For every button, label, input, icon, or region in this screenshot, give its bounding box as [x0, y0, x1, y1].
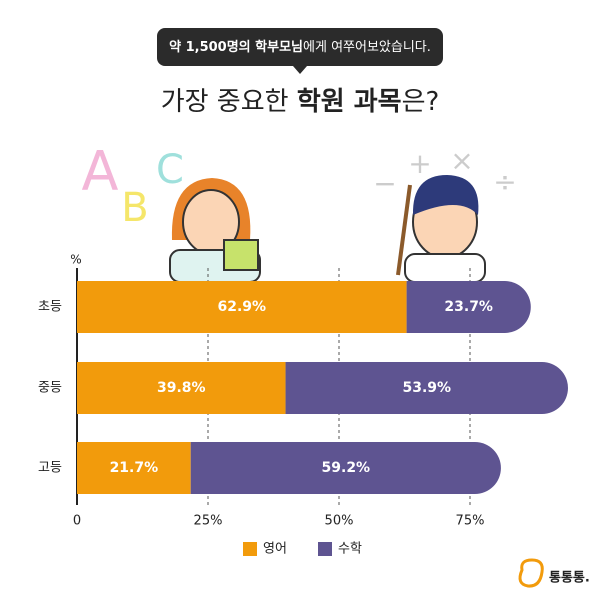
- chart-title: 가장 중요한 학원 과목은?: [161, 87, 440, 117]
- subtitle-bold: 약 1,500명의 학부모님: [169, 39, 303, 55]
- student-illustration: [396, 175, 486, 283]
- x-tick-label: 50%: [325, 514, 354, 529]
- decor-letter: C: [156, 147, 184, 193]
- bar: [285, 362, 568, 414]
- x-tick-label: 75%: [456, 514, 485, 529]
- y-tick-label: 중등: [38, 381, 62, 396]
- subtitle-bubble: [157, 28, 443, 66]
- axis-label: %: [70, 253, 81, 267]
- decor-symbol: ×: [450, 144, 473, 177]
- bar: [77, 442, 191, 494]
- data-label: 53.9%: [402, 380, 451, 396]
- subtitle: 약 1,500명의 학부모님에게 여쭈어보았습니다.: [169, 39, 431, 55]
- bubble-tail: [293, 66, 307, 74]
- x-tick-label: 25%: [194, 514, 223, 529]
- bar: [406, 281, 531, 333]
- title-bold: 학원 과목: [297, 87, 402, 117]
- x-tick-label: 0: [73, 514, 81, 529]
- legend-label: 수학: [338, 542, 362, 557]
- data-label: 62.9%: [218, 299, 267, 315]
- legend-swatch: [243, 542, 257, 556]
- data-label: 59.2%: [322, 460, 371, 476]
- logo: 통통통.: [549, 571, 590, 586]
- bar: [77, 281, 407, 333]
- data-label: 23.7%: [444, 299, 493, 315]
- legend-label: 영어: [263, 542, 287, 557]
- title-part: 은?: [402, 87, 440, 117]
- data-label: 21.7%: [110, 460, 159, 476]
- subtitle-rest: 에게 여쭈어보았습니다.: [303, 40, 431, 55]
- teacher-illustration: [169, 178, 261, 283]
- y-tick-label: 초등: [38, 300, 62, 315]
- data-label: 39.8%: [157, 380, 206, 396]
- decor-letter: A: [82, 140, 119, 203]
- bar: [190, 442, 501, 494]
- decor-letter: B: [121, 185, 148, 231]
- decor-symbol: +: [408, 147, 431, 180]
- bar: [77, 362, 286, 414]
- logo-mark: [518, 558, 544, 588]
- y-tick-label: 고등: [38, 461, 62, 476]
- decor-symbol: ÷: [493, 165, 516, 198]
- legend-swatch: [318, 542, 332, 556]
- decor-symbol: −: [373, 167, 396, 200]
- title-part: 가장 중요한: [161, 87, 297, 117]
